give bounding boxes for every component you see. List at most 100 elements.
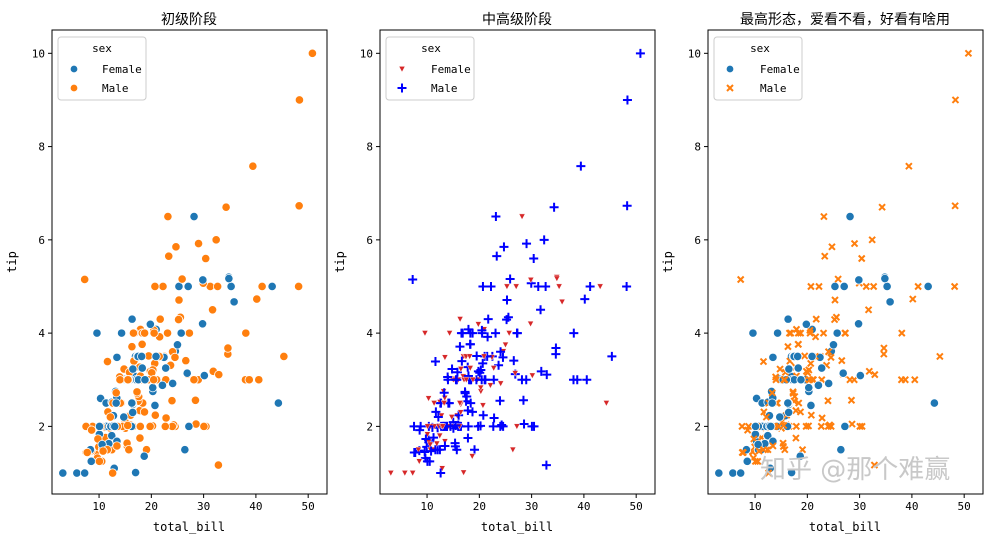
point-male <box>483 332 493 342</box>
point-male <box>622 281 632 291</box>
point-male <box>739 448 747 457</box>
x-tick-label: 40 <box>577 500 590 513</box>
point-male <box>439 388 449 398</box>
point-male <box>754 457 762 466</box>
point-male <box>132 387 142 397</box>
point-male <box>857 254 866 263</box>
point-female <box>882 281 892 292</box>
point-male <box>257 281 267 292</box>
point-male <box>622 95 632 105</box>
point-male <box>518 395 528 405</box>
point-male <box>254 375 264 385</box>
point-male <box>781 445 789 454</box>
point-male <box>145 421 155 431</box>
point-male <box>751 457 760 466</box>
point-male <box>158 281 168 292</box>
point-female <box>182 368 192 378</box>
point-female <box>475 321 482 328</box>
point-male <box>160 421 170 431</box>
point-male <box>755 447 763 455</box>
legend-marker-male <box>397 83 407 93</box>
point-male <box>452 445 462 455</box>
point-female <box>527 277 535 284</box>
point-male <box>512 328 522 338</box>
point-female <box>172 340 183 350</box>
point-male <box>451 375 461 385</box>
point-male <box>811 333 820 341</box>
point-female <box>714 468 724 478</box>
point-male <box>408 274 418 284</box>
point-male <box>820 212 828 221</box>
point-male <box>509 356 519 366</box>
point-female <box>854 275 864 285</box>
point-female <box>527 320 534 328</box>
point-male <box>880 350 888 358</box>
y-axis-label: tip <box>661 251 675 273</box>
y-tick-label: 8 <box>38 141 45 154</box>
point-male <box>841 329 850 337</box>
point-female <box>157 380 168 390</box>
point-male <box>830 315 839 324</box>
point-female <box>603 400 610 407</box>
legend-label-female: Female <box>431 63 471 76</box>
point-male <box>440 441 450 451</box>
point-female <box>127 398 137 408</box>
point-female <box>111 398 121 408</box>
point-female <box>767 398 777 408</box>
point-male <box>124 445 134 455</box>
point-female <box>112 352 122 362</box>
point-male <box>498 352 508 362</box>
point-male <box>470 445 480 455</box>
point-male <box>862 282 870 291</box>
point-male <box>409 421 419 431</box>
y-tick-label: 10 <box>32 47 45 60</box>
point-male <box>460 387 470 397</box>
point-female <box>86 456 96 466</box>
point-male <box>635 48 645 58</box>
point-female <box>518 213 526 220</box>
point-male <box>796 329 805 337</box>
point-male <box>102 356 113 367</box>
point-male <box>951 202 959 210</box>
point-female <box>198 275 208 285</box>
point-male <box>764 469 773 477</box>
point-male <box>279 351 289 362</box>
point-female <box>806 400 816 410</box>
point-female <box>457 366 465 373</box>
point-male <box>539 235 549 245</box>
point-female <box>168 378 178 389</box>
point-male <box>150 281 160 292</box>
point-male <box>517 375 527 385</box>
x-tick-label: 10 <box>92 500 105 513</box>
point-male <box>769 442 777 450</box>
point-male <box>950 282 959 291</box>
point-female <box>511 370 519 377</box>
chart-title: 中高级阶段 <box>482 11 552 28</box>
point-female <box>529 372 536 379</box>
point-female <box>748 328 758 338</box>
point-male <box>569 328 579 338</box>
point-female <box>189 211 199 222</box>
point-female <box>795 451 805 461</box>
point-female <box>845 211 855 222</box>
point-female <box>502 341 509 349</box>
point-male <box>572 375 582 385</box>
point-male <box>463 433 473 443</box>
point-male <box>495 396 505 406</box>
point-female <box>480 353 488 360</box>
y-tick-label: 8 <box>694 141 701 154</box>
point-male <box>856 422 864 431</box>
point-male <box>580 294 590 304</box>
y-axis-label: tip <box>333 251 347 273</box>
point-male <box>806 329 814 337</box>
legend-marker-male <box>726 84 734 92</box>
point-male <box>447 364 457 374</box>
point-male <box>576 161 586 171</box>
point-female <box>180 445 190 455</box>
point-male <box>502 295 512 305</box>
point-female <box>199 370 209 381</box>
point-male <box>779 439 787 447</box>
point-female <box>596 283 604 290</box>
point-male <box>794 340 802 349</box>
point-male <box>155 314 165 324</box>
